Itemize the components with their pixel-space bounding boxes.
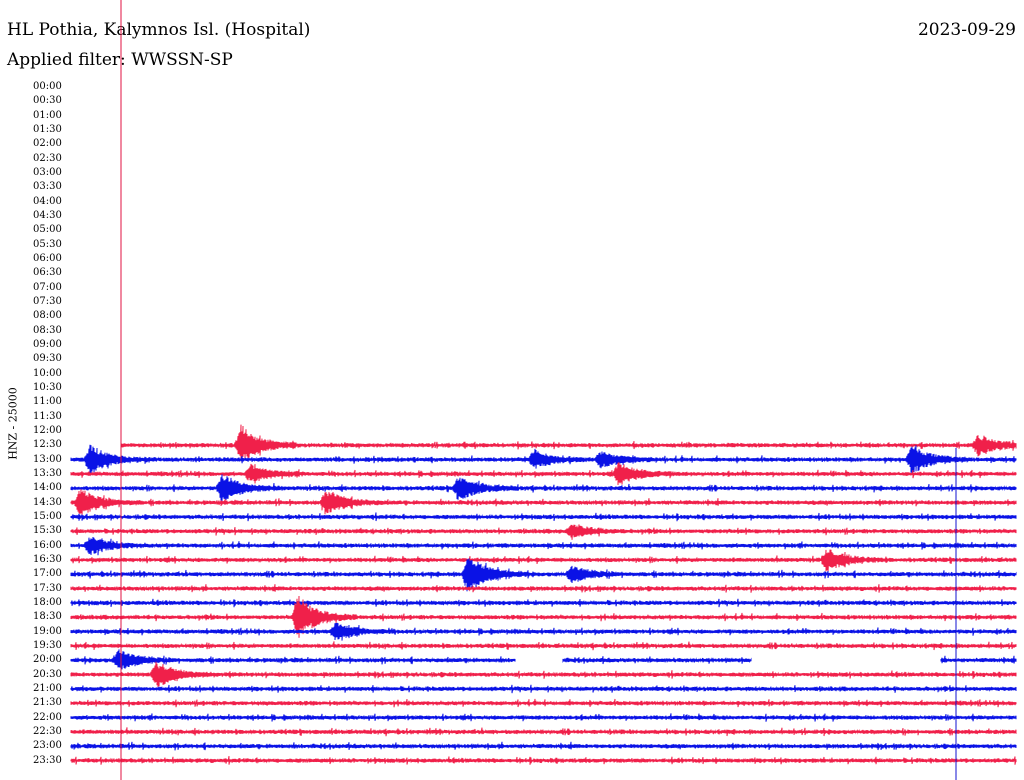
trace-1530 <box>70 524 1017 540</box>
time-label: 23:00 <box>33 740 62 752</box>
time-label: 18:30 <box>33 611 62 623</box>
trace-2100 <box>70 684 1017 694</box>
time-label: 22:30 <box>33 725 62 737</box>
trace-2200 <box>70 713 1017 722</box>
time-label: 17:00 <box>33 568 62 580</box>
time-label: 14:00 <box>33 482 62 494</box>
trace-1430 <box>70 489 1017 517</box>
filter-label: Applied filter: WWSSN-SP <box>7 50 233 70</box>
time-label: 23:30 <box>33 754 62 766</box>
time-label: 04:30 <box>33 209 62 221</box>
time-label: 19:30 <box>33 639 62 651</box>
time-label: 12:00 <box>33 424 62 436</box>
time-label: 21:00 <box>33 682 62 694</box>
time-label: 01:30 <box>33 123 62 135</box>
trace-1830 <box>70 595 1017 638</box>
trace-1330 <box>70 462 1017 486</box>
time-label: 06:30 <box>33 267 62 279</box>
time-label: 20:30 <box>33 668 62 680</box>
time-label: 12:30 <box>33 439 62 451</box>
trace-2030 <box>70 661 1017 688</box>
time-label: 22:00 <box>33 711 62 723</box>
time-label: 13:30 <box>33 467 62 479</box>
time-label: 04:00 <box>33 195 62 207</box>
time-label: 08:30 <box>33 324 62 336</box>
trace-2000 <box>70 649 1017 670</box>
time-label: 08:00 <box>33 310 62 322</box>
trace-1700 <box>70 558 1017 592</box>
time-label: 01:00 <box>33 109 62 121</box>
trace-1300 <box>70 444 1017 476</box>
time-label: 00:00 <box>33 81 62 92</box>
time-label: 03:30 <box>33 181 62 193</box>
time-label: 09:30 <box>33 353 62 365</box>
time-label: 10:30 <box>33 381 62 393</box>
time-label: 17:30 <box>33 582 62 594</box>
time-label: 18:00 <box>33 596 62 608</box>
trace-2300 <box>70 741 1017 751</box>
time-label: 10:00 <box>33 367 62 379</box>
trace-1930 <box>70 641 1017 651</box>
time-label: 00:30 <box>33 95 62 107</box>
time-label: 07:30 <box>33 295 62 307</box>
trace-1500 <box>70 512 1017 522</box>
trace-1600 <box>70 536 1017 556</box>
trace-1630 <box>70 549 1017 573</box>
time-label: 06:00 <box>33 252 62 264</box>
trace-1230 <box>121 424 1017 462</box>
trace-1900 <box>70 622 1017 641</box>
time-label: 20:00 <box>33 654 62 666</box>
time-label: 05:00 <box>33 224 62 236</box>
time-label: 02:30 <box>33 152 62 164</box>
time-label: 05:30 <box>33 238 62 250</box>
trace-1800 <box>70 598 1017 608</box>
time-label: 11:30 <box>33 410 62 422</box>
trace-1400 <box>70 474 1017 502</box>
trace-2130 <box>70 698 1017 708</box>
time-label: 02:00 <box>33 138 62 150</box>
trace-2230 <box>70 727 1017 737</box>
time-label: 19:00 <box>33 625 62 637</box>
time-label: 16:30 <box>33 553 62 565</box>
time-label: 21:30 <box>33 697 62 709</box>
time-label: 09:00 <box>33 338 62 350</box>
time-label: 15:00 <box>33 510 62 522</box>
time-label: 16:00 <box>33 539 62 551</box>
time-label: 13:00 <box>33 453 62 465</box>
time-label: 14:30 <box>33 496 62 508</box>
trace-2330 <box>70 756 1017 765</box>
trace-1730 <box>70 584 1017 593</box>
time-label: 15:30 <box>33 525 62 537</box>
time-label: 03:00 <box>33 166 62 178</box>
station-title: HL Pothia, Kalymnos Isl. (Hospital) <box>7 20 311 40</box>
time-label: 11:00 <box>33 396 62 408</box>
date-label: 2023-09-29 <box>917 20 1016 40</box>
time-label: 07:00 <box>33 281 62 293</box>
